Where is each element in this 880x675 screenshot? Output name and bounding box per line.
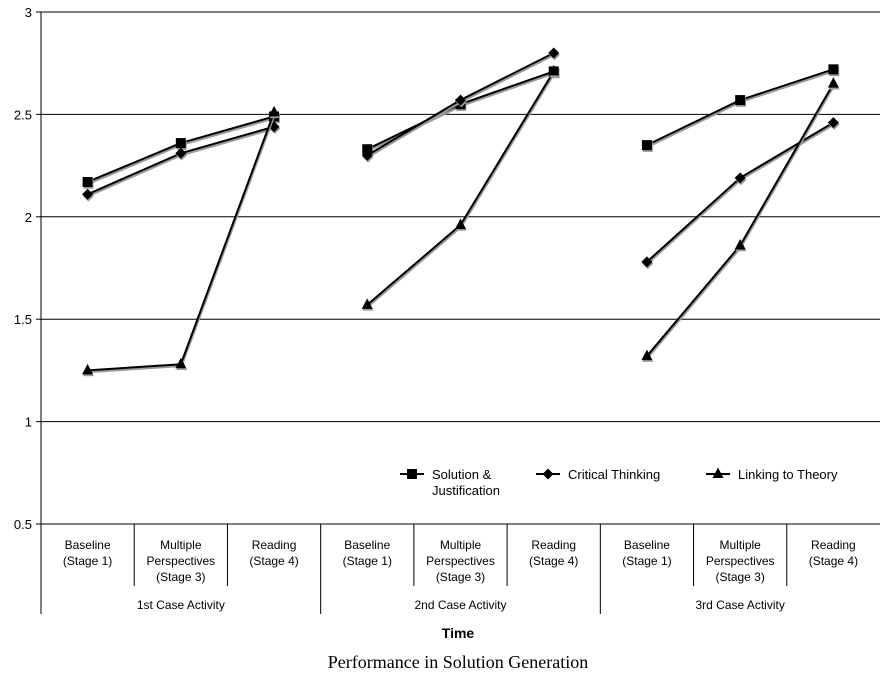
x-tick-label: Perspectives	[426, 554, 495, 568]
legend-label: Justification	[432, 483, 500, 498]
x-tick-label: (Stage 1)	[622, 554, 671, 568]
marker-square	[641, 140, 652, 151]
x-tick-label: Multiple	[719, 538, 761, 552]
x-tick-label: (Stage 4)	[529, 554, 578, 568]
x-tick-label: Perspectives	[706, 554, 775, 568]
x-axis-title: Time	[442, 625, 475, 641]
marker-square	[828, 64, 839, 75]
marker-triangle	[548, 64, 560, 76]
x-axis: Baseline (Stage 1) Multiple Perspectives (St…	[40, 524, 858, 614]
marker-diamond	[641, 256, 653, 268]
marker-triangle	[455, 218, 466, 229]
y-tick-label: 1.5	[14, 312, 32, 327]
marker-square	[82, 176, 93, 187]
marker-square	[407, 469, 417, 479]
x-tick-label: Multiple	[440, 538, 482, 552]
x-tick-label: (Stage 3)	[715, 570, 764, 584]
marker-square	[175, 138, 186, 149]
marker-diamond	[542, 468, 554, 480]
y-tick-label: 2.5	[14, 107, 32, 122]
marker-triangle	[268, 105, 280, 117]
group-label: 1st Case Activity	[137, 598, 225, 612]
group-label: 2nd Case Activity	[414, 598, 506, 612]
y-tick-label: 2	[25, 210, 32, 225]
marker-diamond	[548, 47, 560, 59]
x-tick-label: Perspectives	[146, 554, 215, 568]
x-tick-label: (Stage 1)	[63, 554, 112, 568]
x-tick-label: Reading	[531, 538, 576, 552]
marker-square	[735, 95, 746, 106]
marker-diamond	[827, 117, 839, 129]
x-tick-label: (Stage 3)	[436, 570, 485, 584]
series-line-shadow	[646, 84, 836, 359]
marker-triangle	[361, 298, 373, 309]
marker-triangle	[641, 349, 653, 361]
marker-diamond	[455, 94, 466, 106]
x-tick-label: (Stage 1)	[343, 554, 392, 568]
marker-triangle	[827, 77, 839, 88]
chart-caption: Performance in Solution Generation	[328, 652, 588, 672]
marker-square	[362, 144, 373, 155]
marker-triangle	[175, 357, 187, 369]
marker-triangle	[734, 238, 746, 250]
x-tick-label: (Stage 4)	[249, 554, 298, 568]
x-tick-label: Reading	[252, 538, 297, 552]
legend-label: Critical Thinking	[568, 467, 660, 482]
gridlines	[41, 11, 880, 525]
marker-diamond	[82, 188, 94, 200]
legend-label: Linking to Theory	[738, 467, 838, 482]
y-tick-label: 0.5	[14, 517, 32, 532]
x-tick-label: Multiple	[160, 538, 202, 552]
group-label: 3rd Case Activity	[695, 598, 784, 612]
y-tick-label: 1	[25, 415, 32, 430]
marker-triangle	[712, 467, 724, 478]
x-tick-label: Baseline	[344, 538, 390, 552]
y-axis: 0.5 1 1.5 2 2.5 3	[14, 5, 42, 532]
legend-label: Solution &	[432, 467, 492, 482]
marker-diamond	[734, 172, 746, 184]
marker-diamond	[175, 147, 187, 159]
x-tick-label: (Stage 4)	[809, 554, 858, 568]
x-tick-label: (Stage 3)	[156, 570, 205, 584]
x-tick-label: Baseline	[624, 538, 670, 552]
marker-diamond	[361, 149, 373, 161]
plot-series	[82, 47, 840, 377]
x-tick-label: Reading	[811, 538, 856, 552]
marker-triangle	[82, 363, 94, 375]
series-line	[646, 83, 835, 357]
x-tick-label: Baseline	[65, 538, 111, 552]
legend: Solution &Justification Critical Thinking…	[400, 467, 838, 498]
y-tick-label: 3	[25, 5, 32, 20]
